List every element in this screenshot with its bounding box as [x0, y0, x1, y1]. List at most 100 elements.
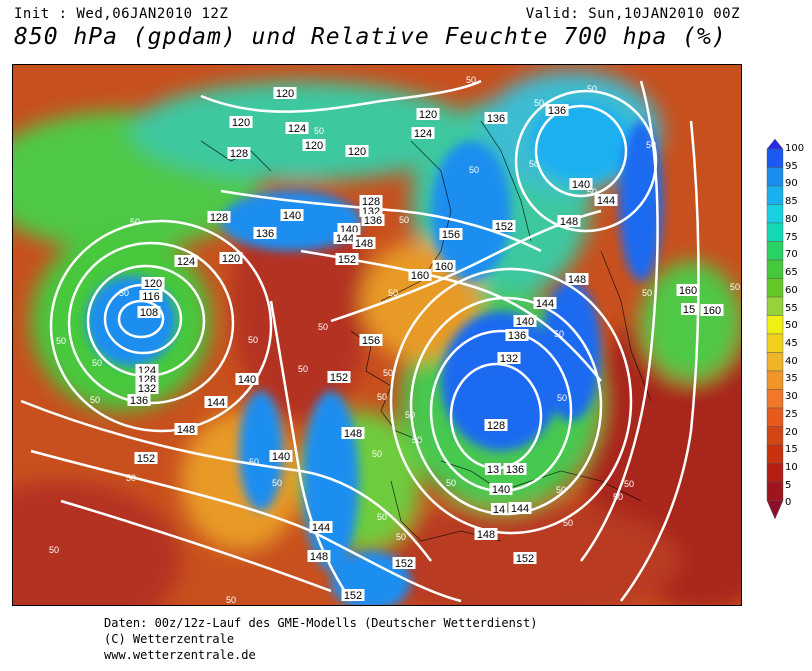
humidity-label-38: 50: [377, 512, 387, 522]
footer-website[interactable]: www.wetterzentrale.de: [104, 648, 256, 662]
contour-label-text: 152: [137, 453, 155, 465]
legend-swatch-19: [766, 481, 784, 501]
contour-label-text: 120: [144, 278, 162, 290]
contour-label-text: 140: [283, 210, 301, 222]
humidity-label-6: 50: [587, 187, 597, 197]
contour-label-29: 120: [141, 277, 165, 290]
humidity-label-29: 50: [126, 473, 136, 483]
contour-label-34: 140: [513, 315, 537, 328]
contour-label-23: 156: [439, 228, 463, 241]
contour-label-text: 132: [500, 353, 518, 365]
contour-label-text: 148: [310, 551, 328, 563]
contour-label-text: 144: [312, 522, 330, 534]
humidity-label-text: 50: [249, 457, 259, 467]
contour-label-text: 136: [256, 228, 274, 240]
legend-swatch-8: [766, 278, 784, 298]
legend-swatch-5: [766, 222, 784, 242]
contour-label-text: 160: [411, 270, 429, 282]
humidity-label-31: 50: [556, 485, 566, 495]
humidity-label-text: 50: [730, 282, 740, 292]
humidity-label-text: 50: [119, 288, 129, 298]
humidity-label-text: 50: [226, 595, 236, 605]
contour-label-61: 160: [676, 284, 700, 297]
humidity-label-10: 50: [388, 288, 398, 298]
contour-label-20: 144: [333, 232, 357, 245]
contour-label-13: 128: [207, 211, 231, 224]
humidity-label-text: 50: [90, 395, 100, 405]
contour-label-36: 132: [497, 352, 521, 365]
contour-label-38: 152: [327, 371, 351, 384]
contour-label-text: 148: [560, 216, 578, 228]
humidity-label-22: 50: [405, 410, 415, 420]
contour-label-58: 152: [392, 557, 416, 570]
legend-tick-20: 20: [785, 426, 798, 438]
legend-colorbar: [766, 138, 784, 520]
legend-tick-25: 25: [785, 408, 798, 420]
contour-label-32: 148: [565, 273, 589, 286]
contour-label-35: 136: [505, 329, 529, 342]
contour-label-2: 124: [285, 122, 309, 135]
contour-label-text: 120: [222, 253, 240, 265]
legend-swatch-3: [766, 185, 784, 205]
contour-label-text: 120: [348, 146, 366, 158]
contour-label-text: 140: [492, 484, 510, 496]
contour-label-48: 128: [484, 419, 508, 432]
contour-label-0: 120: [273, 87, 297, 100]
legend-tick-85: 85: [785, 196, 798, 208]
legend-tick-0: 0: [785, 497, 792, 509]
humidity-field: [13, 65, 741, 605]
humidity-label-text: 50: [396, 532, 406, 542]
legend-tick-30: 30: [785, 391, 798, 403]
humidity-label-text: 50: [563, 518, 573, 528]
contour-label-26: 160: [408, 269, 432, 282]
humidity-label-26: 50: [372, 449, 382, 459]
humidity-label-9: 50: [469, 165, 479, 175]
humidity-label-27: 50: [249, 457, 259, 467]
init-time: Init : Wed,06JAN2010 12Z: [14, 6, 229, 22]
contour-label-51: 136: [503, 463, 527, 476]
contour-label-text: 13: [487, 464, 499, 476]
contour-label-text: 136: [508, 330, 526, 342]
humidity-label-25: 50: [412, 435, 422, 445]
weather-map: 120 120 124 120 120 128 120 124 136 136 140 144 148 1…: [12, 64, 742, 606]
humidity-label-text: 50: [388, 288, 398, 298]
contour-label-1: 120: [229, 116, 253, 129]
legend-swatch-11: [766, 333, 784, 353]
contour-label-text: 136: [130, 395, 148, 407]
humidity-label-text: 50: [272, 478, 282, 488]
footer-data-source: Daten: 00z/12z-Lauf des GME-Modells (Deu…: [104, 616, 538, 630]
humidity-label-text: 50: [399, 215, 409, 225]
humidity-label-text: 50: [126, 473, 136, 483]
contour-label-text: 144: [207, 397, 225, 409]
contour-label-text: 148: [177, 424, 195, 436]
contour-label-31: 108: [137, 306, 161, 319]
contour-label-28: 120: [219, 252, 243, 265]
humidity-label-text: 50: [405, 410, 415, 420]
humidity-label-0: 50: [466, 75, 476, 85]
legend-tick-60: 60: [785, 284, 798, 296]
legend-swatch-16: [766, 426, 784, 446]
humidity-label-text: 50: [587, 84, 597, 94]
humidity-label-20: 50: [383, 368, 393, 378]
legend-tick-90: 90: [785, 178, 798, 190]
humidity-label-text: 50: [642, 288, 652, 298]
contour-label-text: 136: [487, 113, 505, 125]
contour-label-21: 148: [352, 237, 376, 250]
contour-label-text: 160: [679, 285, 697, 297]
contour-label-62: 160: [700, 304, 724, 317]
legend-swatch-2: [766, 167, 784, 187]
humidity-label-text: 50: [314, 126, 324, 136]
contour-label-25: 160: [432, 260, 456, 273]
contour-label-text: 148: [568, 274, 586, 286]
contour-label-text: 148: [344, 428, 362, 440]
legend-swatch-6: [766, 241, 784, 261]
legend-swatch-10: [766, 315, 784, 335]
contour-label-text: 152: [395, 558, 413, 570]
humidity-label-7: 50: [130, 217, 140, 227]
contour-label-56: 148: [474, 528, 498, 541]
humidity-label-28: 50: [272, 478, 282, 488]
contour-label-8: 136: [484, 112, 508, 125]
contour-label-text: 152: [338, 254, 356, 266]
humidity-label-layer: 50 50 50 50 50 50 50 50 50 50 50 50 50 50 50 50 50 50 50 50…: [49, 75, 740, 605]
